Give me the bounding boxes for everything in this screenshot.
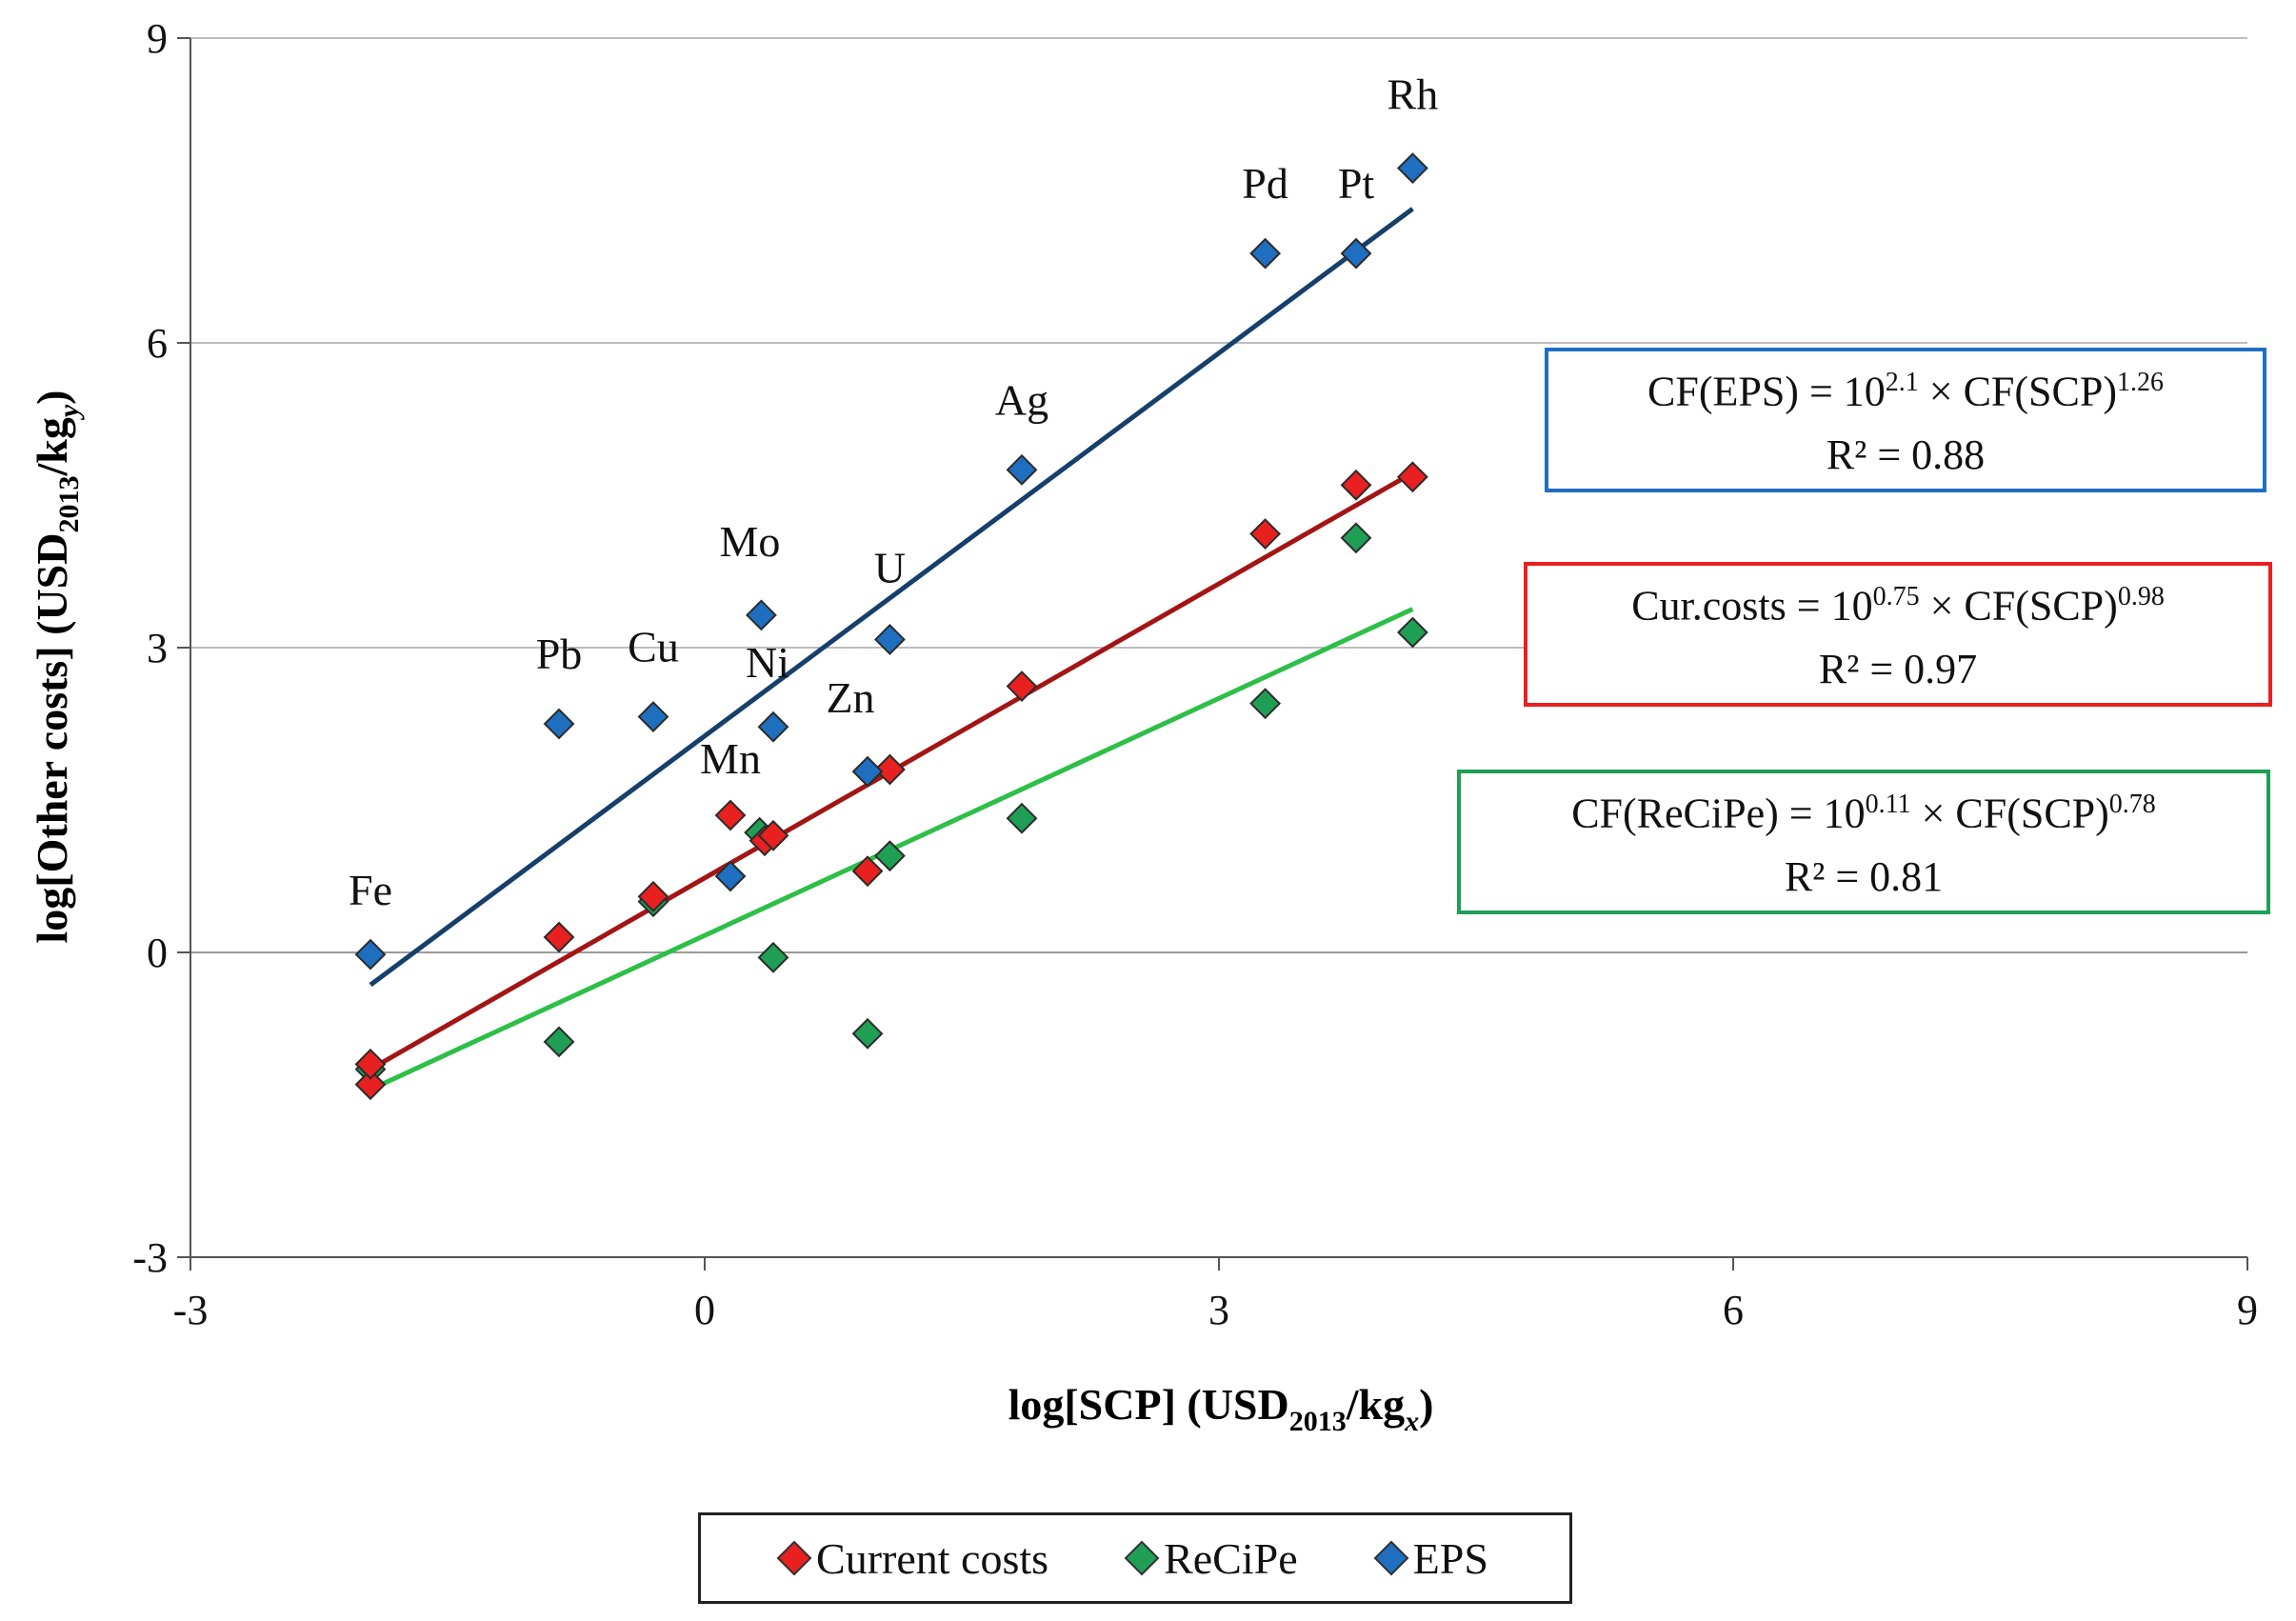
y-tick-label: -3 <box>132 1234 168 1281</box>
y-tick-label: 0 <box>147 930 168 976</box>
x-axis-label: log[SCP] (USD2013/kgx) <box>1008 1380 1434 1437</box>
point-current-costs <box>543 921 575 953</box>
legend-item-eps: EPS <box>1373 1533 1488 1584</box>
point-current-costs <box>851 855 884 888</box>
point-eps <box>1340 237 1372 270</box>
point-current-costs <box>1340 469 1372 501</box>
element-label-pb: Pb <box>536 630 583 678</box>
element-label-mn: Mn <box>700 734 761 783</box>
y-tick-label: 3 <box>147 625 168 671</box>
point-eps <box>543 708 575 740</box>
element-label-ag: Ag <box>995 375 1048 424</box>
point-current-costs <box>1396 461 1428 493</box>
point-recipe <box>1396 616 1428 649</box>
eps-equation-box: CF(EPS) = 102.1 × CF(SCP)1.26 R² = 0.88 <box>1545 348 2266 492</box>
point-recipe <box>873 840 906 872</box>
point-eps <box>757 710 789 743</box>
point-labels: Fe Pb Cu Mn Mo Ni Zn U Ag Pd Pt Rh <box>349 70 1438 915</box>
point-recipe <box>1006 802 1038 834</box>
point-recipe <box>1340 522 1372 554</box>
x-tick-label: 6 <box>1723 1287 1744 1333</box>
legend-item-current-costs: Current costs <box>776 1533 1049 1584</box>
element-label-ni: Ni <box>746 638 789 687</box>
legend-label-recipe: ReCiPe <box>1164 1533 1298 1583</box>
y-tick-label: 9 <box>147 15 168 62</box>
legend-item-recipe: ReCiPe <box>1124 1533 1298 1584</box>
green-diamond-icon <box>1124 1540 1160 1576</box>
y-axis-label: log[Other costs] (USD2013/kgy) <box>28 390 85 943</box>
point-eps <box>354 938 387 971</box>
legend-label-eps: EPS <box>1412 1533 1488 1583</box>
point-eps <box>714 860 747 892</box>
trend-line-eps <box>369 207 1414 988</box>
element-label-mo: Mo <box>719 517 780 566</box>
element-label-pd: Pd <box>1242 159 1288 208</box>
element-label-fe: Fe <box>349 866 392 914</box>
x-tick-label: 3 <box>1208 1287 1229 1333</box>
point-eps <box>1006 453 1038 486</box>
point-recipe <box>543 1026 575 1058</box>
chart-legend: Current costs ReCiPe EPS <box>698 1512 1572 1604</box>
point-recipe <box>1249 688 1282 720</box>
legend-label-current-costs: Current costs <box>816 1533 1049 1583</box>
point-eps <box>745 599 777 631</box>
x-tick-label: 0 <box>694 1287 715 1333</box>
element-label-u: U <box>874 543 906 591</box>
point-current-costs <box>873 753 906 786</box>
point-eps <box>637 701 669 732</box>
point-eps <box>1249 237 1282 270</box>
data-points <box>354 152 1428 1101</box>
point-current-costs <box>1006 670 1038 702</box>
element-label-zn: Zn <box>826 673 874 722</box>
eps-equation-r2: R² = 0.88 <box>1826 430 1986 478</box>
current-costs-equation-box: Cur.costs = 100.75 × CF(SCP)0.98 R² = 0.… <box>1524 562 2272 707</box>
point-current-costs <box>714 799 747 831</box>
point-current-costs <box>757 819 789 851</box>
eps-equation-formula: CF(EPS) = 102.1 × CF(SCP)1.26 <box>1647 368 2164 415</box>
red-diamond-icon <box>776 1540 812 1576</box>
recipe-equation-box: CF(ReCiPe) = 100.11 × CF(SCP)0.78 R² = 0… <box>1457 770 2270 914</box>
y-tick-label: 6 <box>147 320 168 367</box>
element-label-cu: Cu <box>628 623 679 671</box>
recipe-equation-formula: CF(ReCiPe) = 100.11 × CF(SCP)0.78 <box>1571 790 2156 837</box>
point-current-costs <box>354 1069 387 1101</box>
element-label-pt: Pt <box>1338 159 1375 208</box>
point-recipe <box>851 1017 884 1050</box>
x-tick-label: -3 <box>173 1287 209 1333</box>
point-current-costs <box>1249 518 1282 550</box>
current-costs-equation-r2: R² = 0.97 <box>1818 645 1978 692</box>
blue-diamond-icon <box>1373 1540 1409 1576</box>
point-eps <box>1396 152 1428 184</box>
element-label-rh: Rh <box>1388 70 1439 119</box>
current-costs-equation-formula: Cur.costs = 100.75 × CF(SCP)0.98 <box>1631 582 2165 630</box>
point-recipe <box>757 941 789 973</box>
recipe-equation-r2: R² = 0.81 <box>1784 852 1944 900</box>
point-eps <box>873 624 906 655</box>
axes: -3 0 3 6 9 -3 0 3 6 9 <box>132 15 2258 1333</box>
x-tick-label: 9 <box>2237 1287 2258 1333</box>
point-current-costs <box>637 880 669 912</box>
point-current-costs <box>354 1048 387 1080</box>
point-eps <box>851 755 884 788</box>
